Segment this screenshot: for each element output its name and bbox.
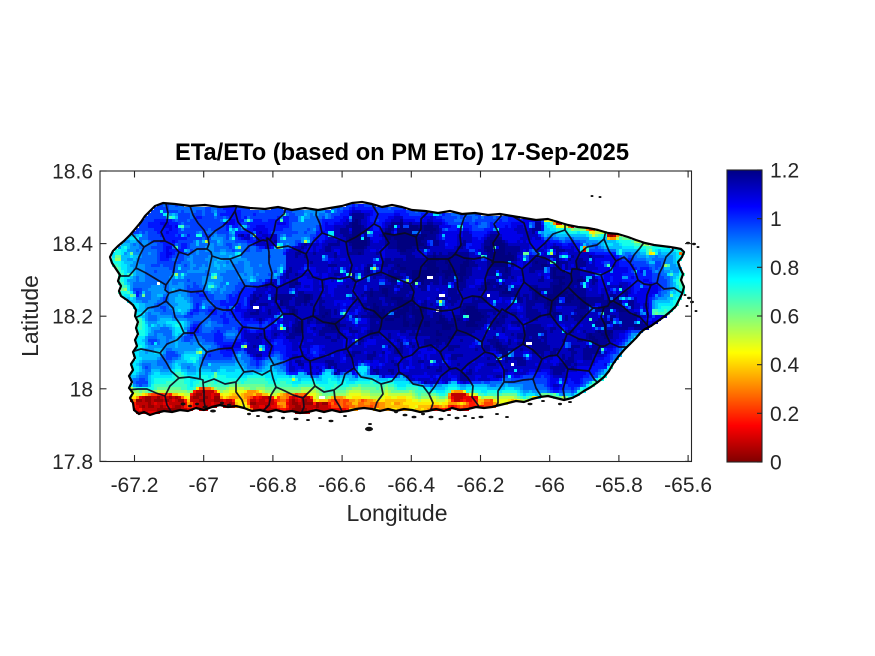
svg-text:-67: -67: [189, 474, 219, 497]
svg-text:-66.8: -66.8: [249, 474, 297, 497]
svg-text:0: 0: [770, 452, 782, 475]
svg-text:-67.2: -67.2: [111, 474, 159, 497]
svg-text:-66: -66: [535, 474, 565, 497]
svg-text:ETa/ETo (based on PM ETo) 17-S: ETa/ETo (based on PM ETo) 17-Sep-2025: [175, 140, 629, 166]
svg-text:18.2: 18.2: [52, 306, 93, 329]
svg-text:Latitude: Latitude: [17, 275, 43, 357]
svg-text:-65.6: -65.6: [664, 474, 712, 497]
svg-text:0.8: 0.8: [770, 257, 799, 280]
svg-text:Longitude: Longitude: [346, 500, 447, 526]
svg-text:1: 1: [770, 208, 782, 231]
svg-text:0.4: 0.4: [770, 354, 800, 377]
svg-text:18.6: 18.6: [52, 161, 93, 184]
svg-text:-66.2: -66.2: [457, 474, 505, 497]
svg-text:0.6: 0.6: [770, 306, 799, 329]
svg-text:1.2: 1.2: [770, 160, 799, 183]
svg-text:17.8: 17.8: [52, 451, 93, 474]
svg-text:-66.6: -66.6: [318, 474, 366, 497]
svg-text:-65.8: -65.8: [595, 474, 643, 497]
svg-text:0.2: 0.2: [770, 403, 799, 426]
svg-text:18: 18: [70, 378, 93, 401]
svg-text:-66.4: -66.4: [387, 474, 435, 497]
svg-text:18.4: 18.4: [52, 233, 93, 256]
